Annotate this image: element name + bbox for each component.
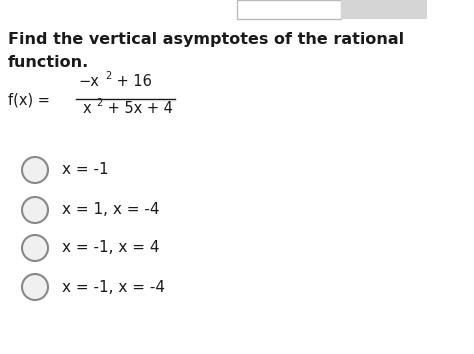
Ellipse shape [22,197,48,223]
Text: + 16: + 16 [112,74,152,89]
Text: x = -1, x = -4: x = -1, x = -4 [62,280,165,295]
Text: x = -1, x = 4: x = -1, x = 4 [62,240,159,256]
Text: + 5x + 4: + 5x + 4 [103,101,173,116]
Text: x: x [83,101,91,116]
Ellipse shape [22,157,48,183]
Text: function.: function. [8,55,89,70]
Bar [237,0,341,19]
Text: x = -1: x = -1 [62,162,109,177]
Text: Find the vertical asymptotes of the rational: Find the vertical asymptotes of the rati… [8,32,404,47]
Bar [341,0,427,19]
Ellipse shape [22,274,48,300]
Text: −x: −x [78,74,99,89]
Text: f(x) =: f(x) = [8,92,50,108]
Text: x = 1, x = -4: x = 1, x = -4 [62,202,159,217]
Ellipse shape [22,235,48,261]
Text: 2: 2 [105,71,111,81]
Text: 2: 2 [96,98,102,108]
